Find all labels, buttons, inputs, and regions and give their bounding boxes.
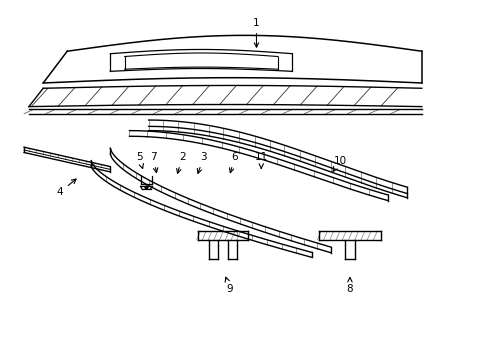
Text: 7: 7 <box>150 152 158 172</box>
Text: 11: 11 <box>254 152 267 168</box>
Text: 5: 5 <box>136 152 143 168</box>
Text: 9: 9 <box>224 277 233 294</box>
Text: 3: 3 <box>197 152 206 174</box>
Text: 1: 1 <box>253 18 259 47</box>
Text: 4: 4 <box>57 179 76 197</box>
Text: 8: 8 <box>346 278 352 294</box>
Text: 10: 10 <box>332 156 346 171</box>
Text: 2: 2 <box>176 152 185 173</box>
Text: 6: 6 <box>229 152 238 172</box>
